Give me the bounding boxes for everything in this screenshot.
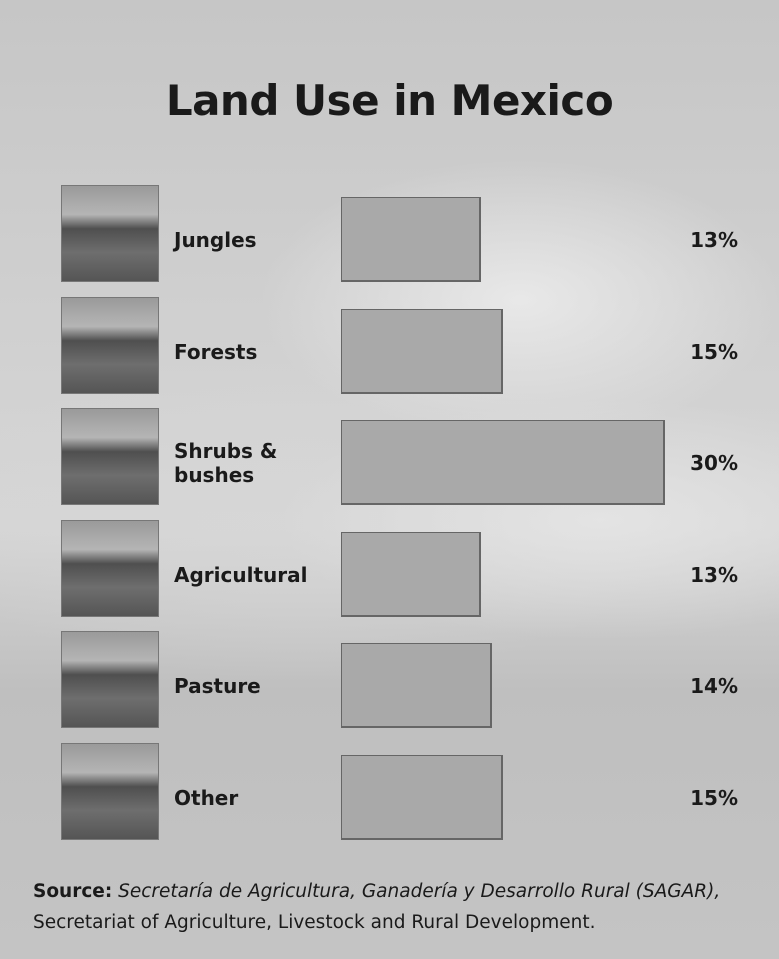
category-photo [61,520,159,617]
category-label: Other [174,786,334,810]
category-label: Pasture [174,674,334,698]
value-label: 15% [690,340,738,364]
value-label: 15% [690,786,738,810]
value-label: 13% [690,563,738,587]
value-label: 14% [690,674,738,698]
category-label: Forests [174,340,334,364]
bar [341,309,503,394]
value-label: 30% [690,451,738,475]
infographic: Land Use in Mexico Jungles 13% Forests 15% S… [0,0,779,959]
bar [341,420,665,505]
bar [341,197,481,282]
category-photo [61,185,159,282]
category-label: Shrubs & bushes [174,439,334,487]
category-photo [61,408,159,505]
chart-title: Land Use in Mexico [0,76,779,125]
value-label: 13% [690,228,738,252]
source-note: Source: Secretaría de Agricultura, Ganad… [33,876,773,938]
category-photo [61,631,159,728]
category-photo [61,743,159,840]
bar [341,532,481,617]
category-label: Jungles [174,228,334,252]
bar [341,643,492,728]
category-label: Agricultural [174,563,334,587]
source-label: Source: [33,881,112,902]
bar [341,755,503,840]
source-translation: Secretariat of Agriculture, Livestock an… [33,912,595,933]
category-photo [61,297,159,394]
source-agency: Secretaría de Agricultura, Ganadería y D… [118,881,720,902]
